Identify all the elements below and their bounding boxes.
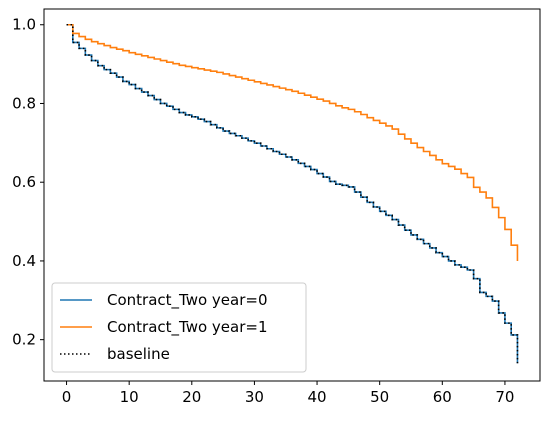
- x-tick-label: 30: [245, 388, 264, 406]
- axes-layer: 0 10 20 30 40 50 60 70 0.2 0.4 0.6 0.8 1.0: [12, 8, 541, 406]
- x-tick-label: 50: [370, 388, 389, 406]
- series-line-1: [66, 23, 519, 261]
- x-tick-label: 20: [182, 388, 201, 406]
- series-layer: [66, 23, 519, 364]
- legend-box: [51, 282, 307, 373]
- plot-frame: [43, 8, 541, 382]
- legend-label-0: Contract_Two year=0: [107, 291, 268, 310]
- x-tick-label: 60: [433, 388, 452, 406]
- y-tick-label: 0.6: [12, 173, 36, 191]
- x-tick-label: 70: [495, 388, 514, 406]
- y-tick-label: 0.2: [12, 331, 36, 349]
- legend: Contract_Two year=0 Contract_Two year=1 ba…: [51, 282, 307, 373]
- x-tick-label: 40: [308, 388, 327, 406]
- y-tick-label: 1.0: [12, 16, 36, 34]
- y-tick-label: 0.8: [12, 94, 36, 112]
- x-tick-label: 0: [62, 388, 72, 406]
- series-line-2: [66, 23, 519, 364]
- legend-label-2: baseline: [107, 345, 170, 363]
- legend-label-1: Contract_Two year=1: [107, 318, 268, 337]
- y-tick-label: 0.4: [12, 252, 36, 270]
- x-tick-label: 10: [120, 388, 139, 406]
